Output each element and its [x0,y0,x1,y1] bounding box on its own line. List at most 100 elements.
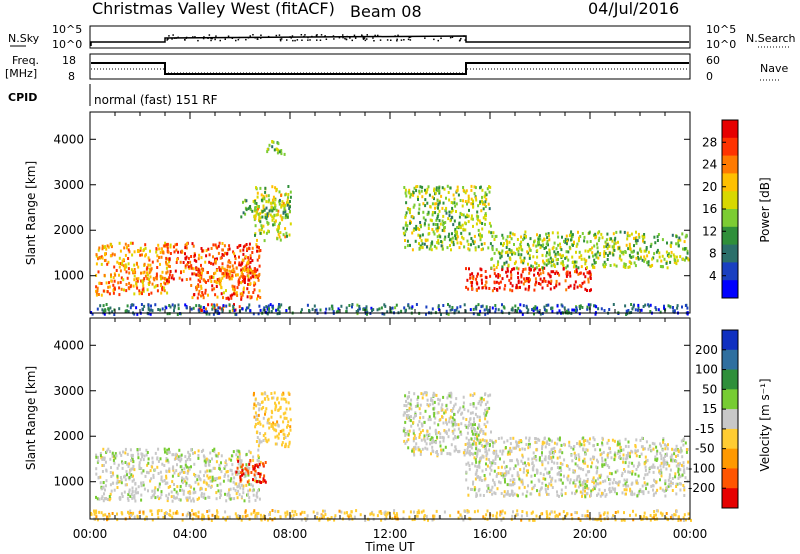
power-cell [564,240,567,244]
power-cell [426,187,429,191]
power-cell [639,256,642,260]
velocity-cell [113,454,116,458]
velocity-cell [248,499,251,503]
power-cell [243,276,246,279]
nsky-sample [280,38,283,40]
power-cell [418,242,420,246]
power-cell [166,243,169,247]
velocity-cell [530,492,533,496]
velocity-cell [567,464,569,468]
power-cell [450,248,452,252]
power-cell [285,231,288,235]
velocity-cell [263,479,266,483]
power-cell [405,201,408,205]
velocity-cell [203,474,205,478]
velocity-cell [219,476,222,480]
power-cell [484,284,487,287]
power-cell [109,306,112,310]
velocity-cell [242,491,245,495]
power-cell [581,281,584,285]
power-cell [534,267,537,271]
power-cell [587,280,590,284]
power-cell [480,268,483,272]
velocity-cell [236,455,239,459]
velocity-cell [153,488,156,492]
velocity-cell [179,488,182,492]
velocity-cell [520,518,523,522]
velocity-cell [509,459,512,463]
power-cell [201,291,204,294]
velocity-cell [284,436,287,439]
power-cell [95,273,98,277]
power-cell [482,216,485,220]
velocity-cell [620,474,623,478]
power-cell [673,255,676,259]
velocity-cell [473,417,475,421]
velocity-cell [486,420,489,424]
nsky-sample [407,38,410,41]
power-cell [506,267,509,270]
velocity-cell [676,454,679,457]
power-cell [450,201,453,204]
power-cell [417,198,419,201]
velocity-cell [662,437,665,441]
power-cell [280,152,283,156]
velocity-cell [446,422,448,426]
power-cell [159,251,162,254]
power-cell [276,237,279,241]
velocity-cell [242,484,245,488]
velocity-cell [423,391,426,395]
velocity-cell [476,468,479,472]
power-cell [418,207,421,211]
power-cell [118,286,121,290]
velocity-cell [443,429,446,433]
velocity-cell [486,484,489,488]
velocity-cell [158,482,161,486]
power-cell [480,248,483,252]
nsky-sample [304,34,306,36]
velocity-cell [130,459,133,462]
power-cell [642,239,644,243]
velocity-cell [167,460,170,464]
power-cell [583,257,586,261]
power-cell [586,305,589,309]
velocity-cell [178,498,181,501]
power-cell [493,251,496,255]
velocity-cell [617,440,620,444]
power-cell [447,191,450,194]
power-cell [230,277,233,281]
velocity-cell [542,473,545,477]
velocity-cell [645,440,648,444]
velocity-cell [284,444,287,448]
power-cell [494,304,497,307]
power-cell [425,239,428,243]
power-cell [595,252,598,256]
velocity-cell [109,450,112,454]
velocity-cell [102,456,105,460]
power-cell [445,211,448,215]
power-cell [444,235,447,239]
power-cell [249,282,252,286]
velocity-cell [525,494,528,498]
velocity-cell [625,488,628,492]
velocity-cell [100,511,103,515]
power-cell [485,286,488,290]
power-cell [457,310,460,314]
velocity-cell [207,495,210,499]
velocity-cell [239,458,241,462]
power-cell [456,235,459,239]
velocity-cell [478,476,481,480]
power-cell [200,273,203,277]
velocity-cell [684,476,687,480]
velocity-cell [241,495,243,499]
velocity-cell [286,434,289,438]
power-cell [526,242,529,246]
power-cell [557,243,560,247]
velocity-cell [426,403,429,406]
power-cell [101,308,104,312]
power-cell [233,285,236,289]
power-cell [289,205,291,209]
power-cell [633,303,635,307]
velocity-cell [236,496,239,500]
power-cell [280,203,283,207]
